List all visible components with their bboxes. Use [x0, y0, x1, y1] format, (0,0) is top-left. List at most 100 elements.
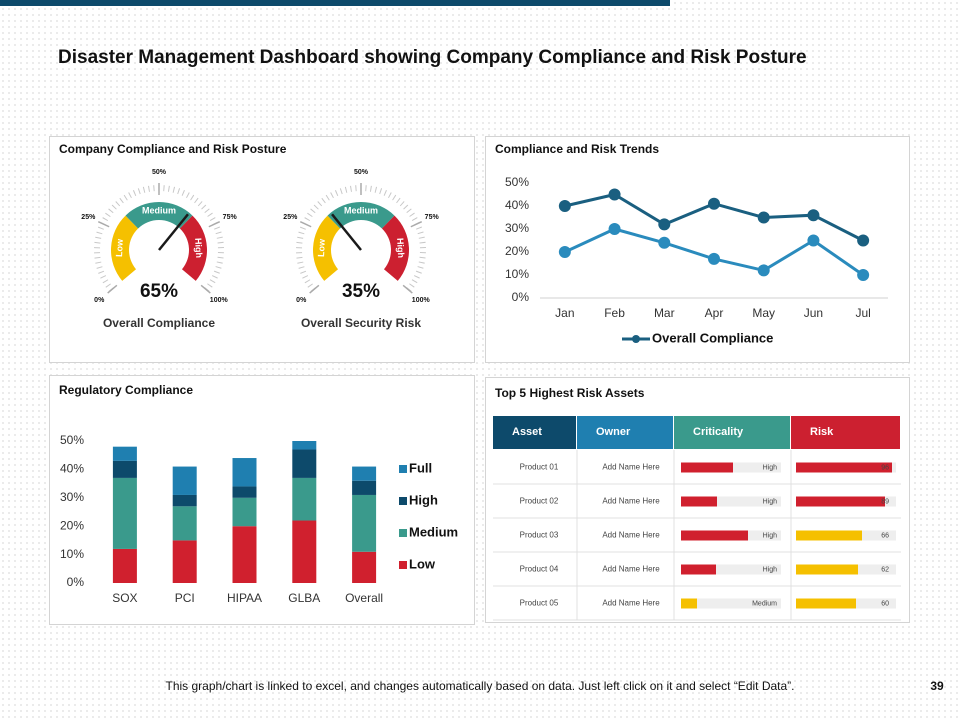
- y-tick-label: 0%: [512, 290, 530, 304]
- panel-title: Regulatory Compliance: [59, 383, 193, 397]
- asset: Product 03: [520, 531, 559, 540]
- gauge-caption: Overall Compliance: [103, 316, 215, 330]
- panel-title: Top 5 Highest Risk Assets: [495, 386, 645, 400]
- point: [807, 209, 820, 222]
- point: [658, 218, 671, 231]
- zone-label: Medium: [344, 205, 378, 215]
- x-tick-label: Feb: [604, 306, 625, 320]
- point: [708, 252, 720, 265]
- legend-label: Overall Compliance: [652, 330, 773, 345]
- gauge-tick-label: 50%: [354, 169, 369, 176]
- gauge-tick-label: 50%: [152, 169, 167, 176]
- y-tick-label: 20%: [60, 518, 84, 532]
- y-tick-label: 20%: [505, 244, 529, 258]
- criticality: High: [763, 532, 778, 539]
- header-cell: [674, 416, 790, 449]
- page-title: Disaster Management Dashboard showing Co…: [58, 47, 807, 68]
- bar-segment: [352, 494, 377, 552]
- point: [558, 246, 571, 258]
- gauge-tick: [402, 284, 413, 294]
- bar-segment: [232, 458, 257, 487]
- asset: Product 01: [520, 463, 559, 472]
- y-tick-label: 0%: [67, 575, 85, 589]
- criticality-bar: [681, 530, 748, 541]
- asset: Product 02: [520, 497, 559, 506]
- gauge-zone: [381, 215, 410, 281]
- gauge-tick: [309, 284, 320, 294]
- risk-bar: [796, 530, 862, 541]
- x-tick-label: PCI: [175, 591, 195, 605]
- y-tick-label: 40%: [505, 198, 529, 212]
- footer-note: This graph/chart is linked to excel, and…: [166, 679, 795, 693]
- asset: Product 05: [520, 599, 559, 608]
- point: [857, 269, 870, 281]
- column-header: Asset: [512, 426, 542, 438]
- bar-track: [681, 598, 781, 609]
- x-tick-label: SOX: [112, 591, 137, 605]
- y-tick-label: 30%: [60, 490, 84, 504]
- gauge-tick: [299, 221, 312, 228]
- owner: Add Name Here: [602, 531, 660, 540]
- x-tick-label: Mar: [654, 306, 675, 320]
- risk-bar: [796, 462, 892, 473]
- risk-bar: [796, 496, 885, 507]
- owner: Add Name Here: [602, 599, 660, 608]
- owner: Add Name Here: [602, 565, 660, 574]
- x-tick-label: Jan: [555, 306, 574, 320]
- bar-segment: [172, 494, 197, 507]
- gauge-zone: [125, 201, 193, 229]
- criticality-bar: [681, 462, 733, 473]
- criticality-bar: [681, 496, 717, 507]
- y-tick-label: 30%: [505, 221, 529, 235]
- asset: Product 04: [520, 565, 559, 574]
- point: [558, 200, 571, 212]
- bar-segment: [232, 526, 257, 583]
- risk: 96: [881, 464, 889, 471]
- gauge-tick-label: 0%: [94, 297, 105, 304]
- y-tick-label: 50%: [505, 175, 529, 189]
- legend-swatch: [399, 497, 407, 505]
- gauge-tick-label: 0%: [296, 297, 307, 304]
- x-tick-label: Jul: [855, 306, 870, 320]
- point: [857, 234, 870, 247]
- column-header: Owner: [596, 426, 631, 438]
- header-cell: [493, 416, 576, 449]
- gauge-tick-label: 75%: [425, 214, 440, 221]
- gauge-tick-label: 75%: [223, 214, 238, 221]
- gauge-tick: [410, 221, 423, 228]
- gauge-tick: [107, 284, 118, 294]
- gauge-zone: [313, 215, 341, 281]
- point: [708, 197, 720, 210]
- point: [807, 234, 820, 247]
- bar-segment: [352, 466, 377, 481]
- point: [608, 223, 621, 235]
- bar-segment: [292, 441, 317, 450]
- point: [658, 236, 671, 249]
- gauge-tick: [97, 221, 110, 228]
- criticality: High: [763, 498, 778, 505]
- legend-label: Full: [409, 460, 432, 475]
- bar-segment: [172, 540, 197, 583]
- gauge-needle: [158, 213, 189, 251]
- criticality-bar: [681, 598, 697, 609]
- y-tick-label: 40%: [60, 462, 84, 476]
- gauge-needle: [331, 213, 362, 251]
- panel: [485, 136, 910, 363]
- y-tick-label: 10%: [60, 547, 84, 561]
- bar-segment: [112, 477, 137, 549]
- bar-track: [681, 564, 781, 575]
- zone-label: Low: [316, 238, 327, 257]
- x-tick-label: GLBA: [288, 591, 320, 605]
- owner: Add Name Here: [602, 463, 660, 472]
- legend-swatch: [399, 561, 407, 569]
- bar-segment: [232, 497, 257, 527]
- panel-title: Company Compliance and Risk Posture: [59, 142, 287, 156]
- gauge-tick: [200, 284, 211, 294]
- criticality-bar: [681, 564, 716, 575]
- legend-label: Medium: [409, 524, 458, 539]
- bar-segment: [352, 551, 377, 583]
- owner: Add Name Here: [602, 497, 660, 506]
- point: [757, 211, 770, 224]
- gauge-zone: [110, 215, 139, 281]
